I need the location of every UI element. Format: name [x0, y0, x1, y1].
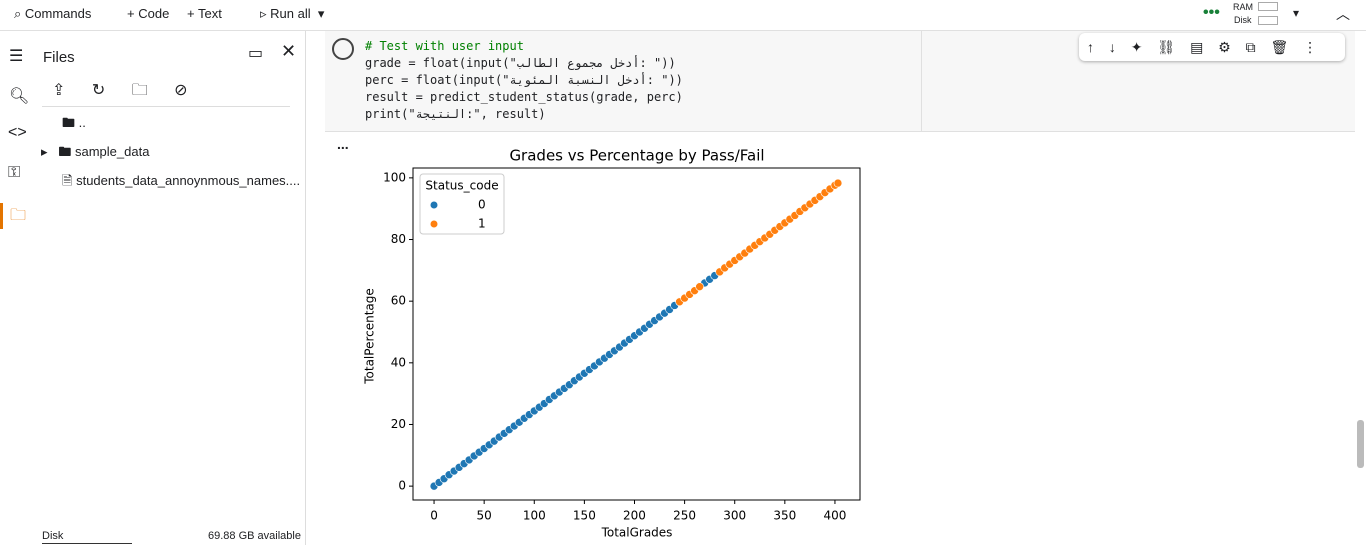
legend-marker: [430, 201, 438, 209]
disk-meter: [42, 543, 132, 544]
x-tick-label: 350: [773, 509, 796, 523]
text: Text: [197, 6, 222, 21]
ram: RAM: [1233, 2, 1253, 12]
disk-label: Disk: [42, 530, 64, 542]
add-code[interactable]: + Code: [127, 6, 170, 21]
divider: [42, 106, 290, 107]
files-folder[interactable]: 🗀: [10, 207, 27, 224]
ram-bar: [1258, 2, 1278, 11]
status-dots: •••: [1203, 4, 1220, 21]
add-text[interactable]: + Text: [187, 6, 222, 21]
files-panel: Files ▭ ✕ ⇪ ↻ 🗀 ⊘ 🖿 .. ▸ 🖿 sample_data 🗎…: [34, 31, 306, 545]
y-tick-label: 40: [391, 355, 406, 369]
y-tick-label: 20: [391, 417, 406, 431]
legend-marker: [430, 220, 438, 228]
item-label: ..: [78, 115, 86, 130]
chart-title: Grades vs Percentage by Pass/Fail: [509, 147, 764, 165]
find-icon[interactable]: 🔍︎: [9, 88, 30, 105]
secrets-icon[interactable]: ⚿: [8, 164, 21, 181]
x-axis-label: TotalGrades: [601, 526, 673, 540]
side-rail: ☰ 🔍︎ <> ⚿ 🗀: [0, 31, 34, 545]
x-tick-label: 100: [523, 509, 546, 523]
file-actions: ⇪ ↻ 🗀 ⊘: [52, 82, 188, 99]
y-tick-label: 100: [383, 170, 406, 184]
run-button[interactable]: [332, 38, 354, 60]
code: Code: [138, 6, 170, 21]
plot-frame: [412, 167, 861, 501]
scrollbar: [1357, 420, 1364, 468]
code-line: # Test with user input: [365, 39, 524, 53]
toolbar: ⌕ Commands + Code + Text ▹ Run all ▾ •••…: [0, 0, 1366, 31]
disk-bar: [1258, 16, 1278, 25]
x-tick-label: 250: [673, 509, 696, 523]
legend-title: Status_code: [425, 179, 498, 193]
collapse[interactable]: ︿: [1336, 6, 1350, 22]
item-csv[interactable]: 🗎 students_data_annoynmous_names....: [62, 173, 301, 188]
chart: Grades vs Percentage by Pass/Fail TotalG…: [363, 147, 861, 540]
x-tick-label: 50: [477, 509, 492, 523]
code-line: result = predict_student_status(grade, p…: [365, 90, 683, 104]
item-label: students_data_annoynmous_names....: [76, 173, 301, 188]
panel-expand[interactable]: ▭: [248, 45, 264, 62]
legend-box: [419, 173, 505, 235]
item-sample[interactable]: ▸ 🖿 sample_data: [41, 144, 150, 159]
x-tick-label: 0: [430, 509, 438, 523]
x-tick-label: 200: [623, 509, 646, 523]
y-tick-label: 0: [398, 479, 406, 493]
x-tick-label: 400: [823, 509, 846, 523]
x-tick-label: 300: [723, 509, 746, 523]
run-all[interactable]: ▹ Run all ▾: [260, 6, 325, 21]
panel-close[interactable]: ✕: [281, 41, 297, 61]
disk: Disk: [1234, 15, 1252, 25]
item-label: sample_data: [74, 144, 150, 159]
files-icon[interactable]: [0, 203, 3, 229]
dropdown[interactable]: ▾: [1293, 6, 1300, 20]
cell-toolbar: ↑ ↓ ✦ ⛓ ▤ ⚙ ⧉ 🗑 ⋮: [1079, 33, 1345, 61]
snippets-icon[interactable]: <>: [8, 124, 27, 141]
code-lines: # Test with user input grade = float(inp…: [365, 38, 683, 123]
y-tick-label: 60: [391, 294, 406, 308]
cell-separator: [921, 31, 922, 131]
code-line: grade = float(input("أدخل مجموع الطالب: …: [365, 56, 676, 70]
x-tick-label: 150: [573, 509, 596, 523]
legend-label: 0: [478, 198, 486, 212]
output-menu[interactable]: ...: [337, 136, 349, 152]
toc-icon[interactable]: ☰: [9, 48, 24, 65]
y-tick-label: 80: [391, 232, 406, 246]
code-cell: # Test with user input grade = float(inp…: [325, 31, 1355, 132]
code-line: print("النتيجة:", result): [365, 107, 546, 121]
run-all-label: Run all: [270, 6, 311, 21]
y-axis-label: TotalPercentage: [363, 288, 377, 385]
files-title: Files: [43, 49, 75, 66]
commands-button[interactable]: ⌕ Commands: [14, 6, 92, 21]
commands: Commands: [24, 6, 92, 21]
scatter-point: [695, 282, 704, 291]
code-line: perc = float(input("أدخل النسبة المئوية:…: [365, 73, 683, 87]
item-parent[interactable]: 🖿 ..: [62, 115, 86, 130]
disk-available: 69.88 GB available: [208, 530, 301, 542]
scatter-point: [833, 178, 843, 188]
legend-label: 1: [478, 217, 486, 231]
